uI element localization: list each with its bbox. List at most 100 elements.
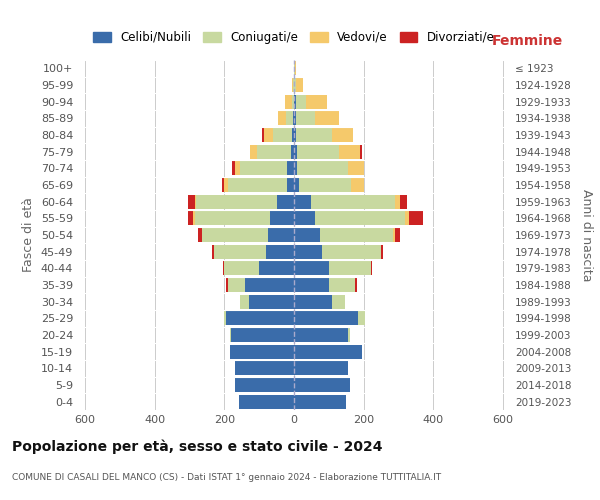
Y-axis label: Anni di nascita: Anni di nascita [580, 188, 593, 281]
Bar [293, 78, 294, 92]
Bar [240, 294, 249, 308]
Bar [202, 228, 268, 242]
Bar [329, 278, 355, 292]
Bar [228, 178, 287, 192]
Bar [332, 128, 353, 142]
Text: COMUNE DI CASALI DEL MANCO (CS) - Dati ISTAT 1° gennaio 2024 - Elaborazione TUTT: COMUNE DI CASALI DEL MANCO (CS) - Dati I… [12, 472, 441, 482]
Bar [195, 211, 269, 226]
Bar [230, 328, 231, 342]
Bar [294, 378, 350, 392]
Legend: Celibi/Nubili, Coniugati/e, Vedovi/e, Divorziati/e: Celibi/Nubili, Coniugati/e, Vedovi/e, Di… [93, 31, 495, 44]
Text: Femmine: Femmine [491, 34, 563, 48]
Bar [294, 344, 362, 359]
Bar [294, 194, 311, 209]
Bar [287, 162, 294, 175]
Bar [294, 278, 329, 292]
Bar [295, 62, 296, 76]
Bar [298, 144, 339, 159]
Bar [292, 94, 294, 109]
Bar [294, 294, 332, 308]
Bar [395, 228, 400, 242]
Bar [322, 244, 381, 259]
Bar [409, 211, 423, 226]
Bar [285, 94, 292, 109]
Bar [195, 194, 196, 209]
Bar [294, 128, 296, 142]
Bar [226, 278, 228, 292]
Bar [223, 261, 224, 276]
Bar [315, 211, 406, 226]
Bar [240, 162, 287, 175]
Bar [235, 361, 294, 376]
Bar [311, 194, 395, 209]
Bar [193, 211, 195, 226]
Bar [294, 78, 296, 92]
Bar [348, 162, 364, 175]
Text: Popolazione per età, sesso e stato civile - 2024: Popolazione per età, sesso e stato civil… [12, 440, 383, 454]
Bar [294, 311, 358, 326]
Bar [232, 162, 235, 175]
Bar [293, 112, 294, 126]
Bar [294, 112, 296, 126]
Bar [294, 94, 296, 109]
Bar [296, 94, 306, 109]
Bar [224, 178, 228, 192]
Bar [278, 112, 286, 126]
Bar [212, 244, 214, 259]
Bar [294, 162, 298, 175]
Bar [306, 94, 327, 109]
Bar [226, 311, 294, 326]
Bar [287, 178, 294, 192]
Bar [298, 162, 348, 175]
Bar [294, 261, 329, 276]
Bar [299, 178, 352, 192]
Bar [294, 361, 348, 376]
Bar [224, 311, 226, 326]
Bar [292, 128, 294, 142]
Bar [332, 294, 344, 308]
Bar [329, 261, 371, 276]
Bar [294, 244, 322, 259]
Bar [277, 194, 294, 209]
Bar [290, 144, 294, 159]
Bar [400, 194, 407, 209]
Bar [315, 112, 339, 126]
Bar [239, 394, 294, 409]
Bar [294, 62, 295, 76]
Bar [268, 228, 294, 242]
Bar [352, 178, 364, 192]
Bar [188, 211, 193, 226]
Bar [266, 244, 294, 259]
Bar [224, 261, 259, 276]
Bar [228, 278, 245, 292]
Bar [262, 128, 265, 142]
Y-axis label: Fasce di età: Fasce di età [22, 198, 35, 272]
Bar [286, 112, 293, 126]
Bar [296, 112, 315, 126]
Bar [230, 344, 294, 359]
Bar [355, 278, 357, 292]
Bar [294, 144, 298, 159]
Bar [393, 228, 395, 242]
Bar [381, 244, 383, 259]
Bar [294, 178, 299, 192]
Bar [320, 228, 393, 242]
Bar [360, 144, 362, 159]
Bar [358, 311, 365, 326]
Bar [214, 244, 266, 259]
Bar [294, 211, 315, 226]
Bar [292, 78, 293, 92]
Bar [196, 194, 277, 209]
Bar [250, 144, 257, 159]
Bar [257, 144, 290, 159]
Bar [231, 328, 294, 342]
Bar [188, 194, 195, 209]
Bar [235, 162, 240, 175]
Bar [249, 294, 294, 308]
Bar [406, 211, 409, 226]
Bar [348, 328, 350, 342]
Bar [273, 128, 292, 142]
Bar [339, 144, 360, 159]
Bar [294, 394, 346, 409]
Bar [245, 278, 294, 292]
